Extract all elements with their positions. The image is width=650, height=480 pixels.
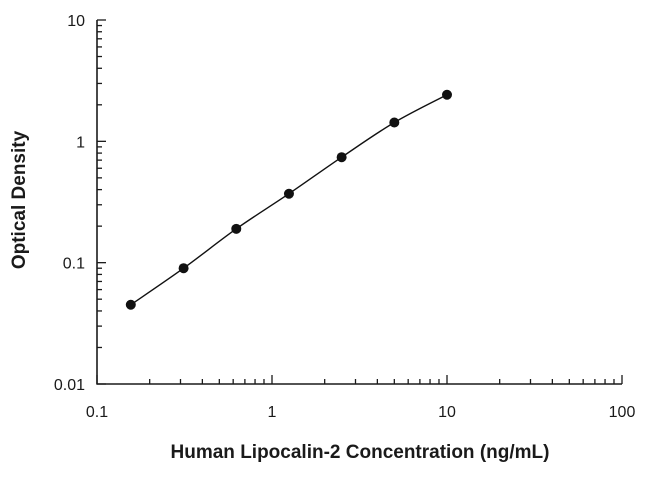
data-point [389,117,400,128]
fit-curve-layer [130,94,448,306]
data-point [283,188,294,199]
y-tick-label: 0.1 [63,256,85,273]
x-tick-labels: 0.1 1 10 100 [86,404,636,421]
data-point [442,89,452,100]
data-point [178,263,189,274]
x-tick-label: 0.1 [86,404,108,421]
x-tick-label: 1 [268,404,277,421]
x-tick-label: 100 [609,404,636,421]
y-axis-title: Optical Density [9,130,30,269]
y-tick-label: 10 [67,13,85,30]
data-point [336,152,347,163]
fit-curve [130,94,448,306]
data-points [125,89,452,310]
x-tick-label: 10 [438,404,456,421]
y-tick-label: 0.01 [54,377,85,394]
y-tick-labels: 0.01 0.1 1 10 [54,13,85,394]
tick-marks [96,19,623,385]
data-point [125,299,136,310]
data-point [231,223,242,234]
x-axis-title: Human Lipocalin-2 Concentration (ng/mL) [171,442,550,463]
y-tick-label: 1 [76,134,85,151]
axes [96,20,622,385]
